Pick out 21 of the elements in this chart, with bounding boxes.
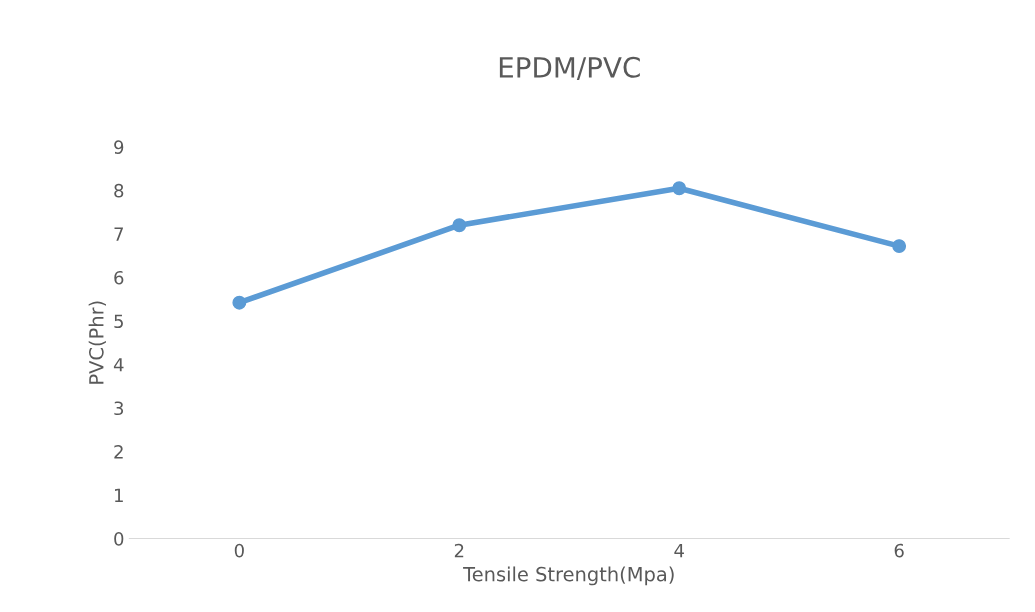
point (672, 181, 687, 196)
point (452, 218, 467, 233)
x-tick-label: 2 (454, 543, 464, 558)
y-tick-label: 6 (114, 270, 124, 285)
chart-title: EPDM/PVC (499, 56, 640, 81)
y-tick-label: 0 (114, 532, 124, 546)
y-tick-label: 7 (114, 227, 123, 241)
y-tick-label: 9 (114, 140, 124, 154)
x-tick-label: 4 (674, 543, 684, 558)
x-axis-title: Tensile Strength(Mpa) (463, 566, 674, 586)
x-tick-label: 0 (234, 543, 244, 558)
y-tick-label: 3 (114, 401, 124, 416)
x-tick-label: 6 (894, 543, 904, 558)
y-tick-label: 4 (113, 358, 124, 372)
point (892, 239, 907, 254)
y-tick-label: 5 (114, 314, 123, 329)
point (232, 295, 247, 310)
y-axis-title: PVC(Phr) (88, 301, 106, 384)
y-tick-label: 8 (114, 183, 124, 198)
y-tick-label: 1 (115, 488, 123, 502)
y-tick-label: 2 (114, 444, 123, 459)
